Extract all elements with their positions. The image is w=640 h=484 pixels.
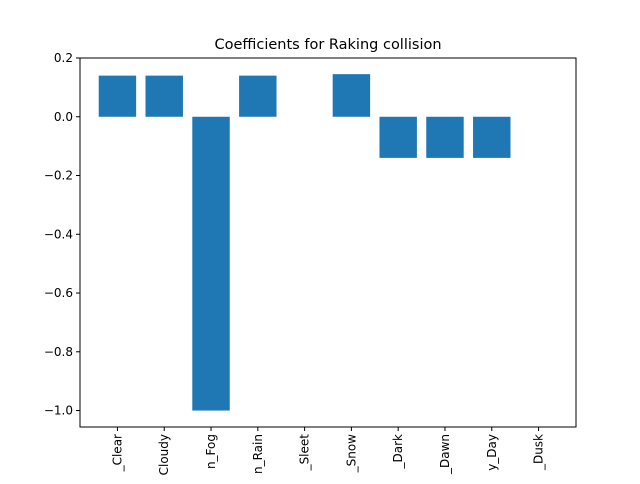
bar-y_day (473, 116, 511, 158)
y-tick-label: 0.0 (54, 110, 73, 124)
x-tick-label: n_Fog (204, 434, 218, 469)
bar-snow (332, 74, 371, 117)
x-tick-label: _Dusk (532, 434, 546, 471)
y-tick-label: −0.4 (44, 227, 73, 241)
bar-dark (379, 116, 417, 158)
bar-n_rain (239, 75, 277, 117)
bar-n_fog (192, 116, 230, 411)
plot-frame (79, 57, 577, 428)
x-tick-label: _Dark (391, 434, 405, 470)
y-tick-label: −0.6 (44, 286, 73, 300)
y-tick-label: −1.0 (44, 404, 73, 418)
bar-clear (98, 75, 137, 117)
bar-cloudy (145, 75, 183, 117)
bar-dawn (426, 116, 464, 158)
chart-title: Coefficients for Raking collision (214, 37, 441, 53)
x-tick-label: _Clear (110, 434, 124, 472)
x-tick-label: _Sleet (298, 434, 312, 472)
bars-layer (98, 74, 511, 411)
x-tick-label: Cloudy (157, 434, 171, 475)
x-tick-label: n_Rain (251, 434, 265, 474)
x-tick-label: y_Day (485, 434, 499, 471)
x-tick-label: _Snow (344, 434, 358, 474)
y-axis: 0.2 0.0 −0.2 −0.4 −0.6 −0.8 −1.0 (44, 51, 80, 418)
y-tick-label: −0.8 (44, 345, 73, 359)
y-tick-label: 0.2 (54, 51, 73, 65)
x-tick-label: _Dawn (438, 434, 452, 475)
y-tick-label: −0.2 (44, 169, 73, 183)
x-axis: _Clear Cloudy n_Fog n_Rain _Sleet _Snow _Dark _… (110, 427, 546, 475)
